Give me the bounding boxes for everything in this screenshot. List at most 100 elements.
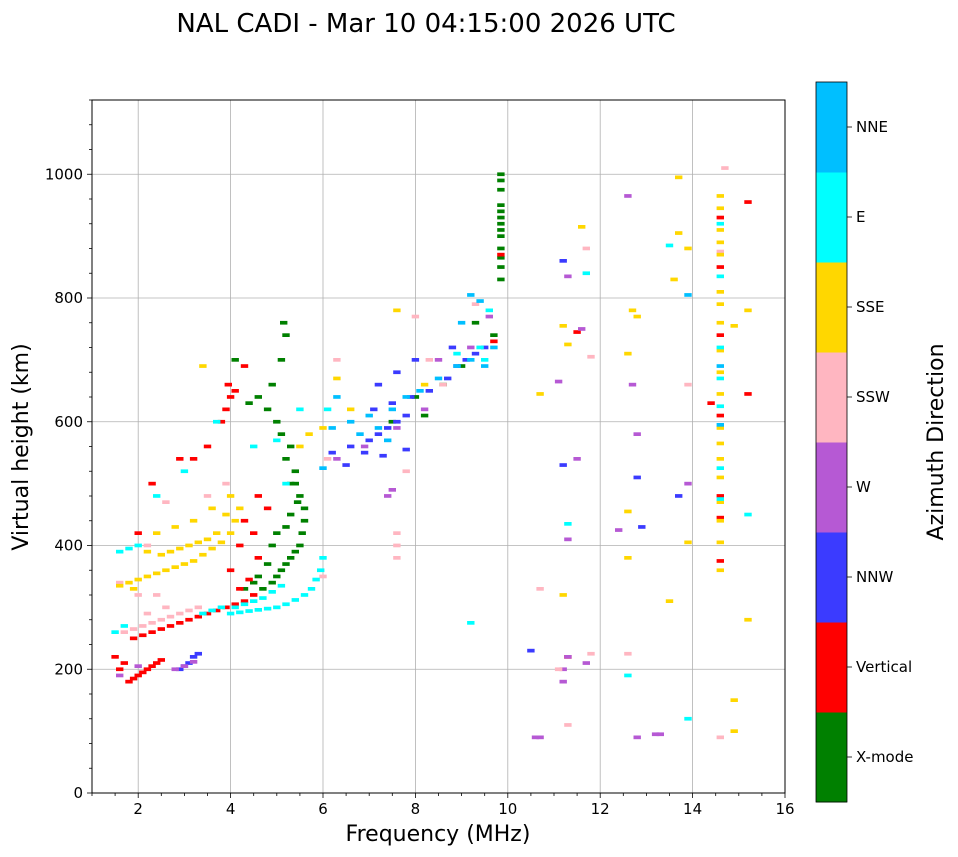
data-point-e (125, 546, 133, 551)
data-point-nne (333, 395, 341, 399)
data-point-e (624, 673, 632, 678)
data-point-sse (305, 432, 313, 436)
data-point-w (615, 528, 623, 532)
x-tick-label: 8 (411, 800, 421, 818)
data-point-ssw (554, 667, 563, 672)
data-point-vertical (240, 518, 249, 523)
data-point-x-mode (273, 419, 281, 424)
data-point-x-mode (296, 494, 304, 498)
data-point-x-mode (497, 255, 505, 260)
chart-title: NAL CADI - Mar 10 04:15:00 2026 UTC (176, 9, 675, 39)
data-point-w (180, 664, 189, 668)
data-point-sse (296, 444, 304, 449)
data-point-ssw (166, 614, 175, 619)
data-point-nne (328, 426, 336, 430)
data-point-w (360, 444, 369, 449)
data-point-nnw (379, 453, 387, 458)
data-point-e (116, 549, 124, 554)
data-point-sse (559, 324, 567, 328)
data-point-sse (213, 531, 221, 535)
data-point-vertical (166, 624, 175, 628)
data-point-x-mode (300, 518, 309, 523)
data-point-vertical (231, 602, 239, 607)
data-point-w (564, 537, 572, 542)
data-point-x-mode (296, 543, 304, 548)
data-point-vertical (240, 599, 249, 603)
colorbar-label-w: W (856, 478, 871, 496)
data-point-sse (208, 506, 216, 511)
data-point-e (481, 358, 489, 362)
data-point-vertical (263, 506, 272, 511)
data-point-sse (157, 552, 165, 557)
data-point-e (217, 605, 226, 610)
data-point-x-mode (497, 178, 505, 183)
data-point-ssw (411, 314, 420, 319)
data-point-nnw (425, 389, 433, 393)
data-point-w (633, 432, 641, 436)
data-point-x-mode (277, 358, 286, 362)
data-point-sse (716, 240, 724, 245)
data-point-ssw (153, 593, 161, 597)
data-point-e (111, 630, 119, 634)
data-point-nne (384, 438, 392, 443)
data-point-sse (716, 568, 724, 573)
data-point-w (171, 667, 179, 672)
data-point-sse (716, 320, 724, 325)
data-point-e (296, 407, 304, 412)
y-tick-label: 600 (54, 413, 83, 431)
data-point-vertical (497, 252, 505, 257)
data-point-vertical (134, 531, 142, 535)
data-point-w (531, 735, 540, 740)
data-point-e (564, 522, 572, 526)
data-point-sse (194, 540, 202, 545)
data-point-ssw (624, 651, 632, 656)
data-point-sse (716, 194, 724, 198)
data-point-ssw (684, 382, 692, 387)
data-point-sse (628, 308, 637, 313)
data-point-x-mode (280, 320, 288, 325)
data-point-sse (116, 583, 124, 588)
data-point-x-mode (245, 401, 253, 405)
data-point-vertical (203, 611, 212, 616)
data-point-sse (716, 441, 724, 446)
data-point-vertical (236, 587, 244, 591)
data-point-nnw (374, 432, 383, 436)
data-point-sse (675, 231, 683, 235)
data-point-x-mode (254, 574, 262, 579)
data-point-e (153, 494, 161, 498)
data-point-w (134, 664, 142, 668)
data-point-sse (665, 599, 674, 603)
colorbar-label-nnw: NNW (856, 568, 893, 586)
data-point-w (564, 274, 572, 279)
colorbar-frame (815, 81, 848, 803)
x-tick-label: 12 (591, 800, 610, 818)
data-point-sse (716, 540, 724, 545)
data-point-sse (716, 348, 724, 353)
data-point-sse (226, 531, 235, 535)
data-point-e (582, 271, 590, 276)
data-point-e (317, 568, 325, 573)
data-point-w (559, 667, 567, 672)
data-point-vertical (716, 215, 724, 220)
data-point-nne (347, 419, 355, 424)
data-point-nnw (559, 259, 567, 263)
data-point-vertical (250, 593, 258, 597)
colorbar-label-ssw: SSW (856, 388, 890, 406)
colorbar-swatch-w (816, 442, 847, 533)
data-point-nne (402, 395, 410, 399)
data-point-w (651, 732, 660, 737)
data-point-vertical (236, 543, 244, 548)
data-point-nne (388, 407, 396, 412)
data-point-nnw (407, 395, 415, 399)
data-point-vertical (153, 661, 161, 665)
data-point-ssw (143, 611, 152, 616)
data-point-ssw (129, 627, 138, 631)
data-point-sse (166, 549, 175, 554)
data-point-ssw (536, 587, 544, 591)
data-point-ssw (116, 580, 124, 585)
y-tick-label: 200 (54, 660, 83, 678)
data-point-w (189, 660, 198, 664)
echo-points (111, 166, 752, 740)
data-point-e (744, 512, 752, 517)
data-point-vertical (129, 636, 138, 641)
